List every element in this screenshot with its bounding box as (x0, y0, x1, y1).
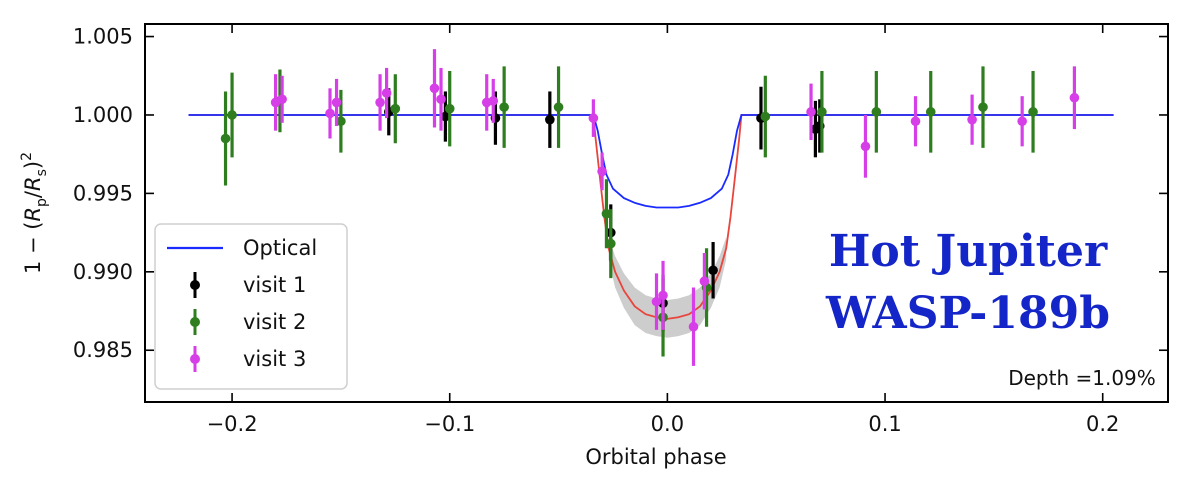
data-point (325, 108, 335, 119)
data-point (444, 103, 455, 114)
data-point (651, 296, 662, 307)
data-point (1017, 116, 1027, 127)
data-point (925, 107, 936, 117)
data-point (381, 88, 392, 98)
optical-model-line (188, 114, 1114, 209)
data-point (390, 103, 401, 114)
data-point (967, 114, 977, 125)
model-uncertainty-band (608, 237, 727, 338)
data-point (436, 94, 446, 105)
data-point (499, 102, 509, 112)
y-tick-label: 0.985 (73, 338, 133, 362)
x-tick-label: −0.2 (207, 412, 258, 436)
data-point (429, 83, 440, 94)
data-point (331, 97, 342, 108)
legend-marker-swatch (190, 354, 200, 364)
plot-frame (144, 23, 1169, 403)
legend-marker-swatch (190, 317, 200, 327)
planet-name-label: WASP-189b (825, 288, 1110, 339)
data-point (760, 111, 771, 122)
transit-depth-label: Depth =1.09% (1008, 366, 1156, 390)
data-point (817, 107, 827, 117)
data-point (658, 290, 668, 301)
legend-label: visit 2 (243, 310, 306, 334)
data-point (910, 116, 921, 127)
data-point (545, 114, 555, 125)
data-point (227, 110, 237, 120)
x-axis-label: Orbital phase (585, 445, 726, 469)
legend-entry: visit 3 (190, 346, 306, 372)
y-tick-label: 1.000 (73, 103, 133, 127)
legend-entry: visit 2 (190, 309, 306, 335)
data-point (605, 238, 616, 249)
data-point (871, 107, 882, 117)
data-point (978, 102, 988, 112)
data-point (601, 208, 612, 219)
legend: Optical visit 1 visit 2 visit 3 (154, 223, 348, 390)
data-point (699, 276, 710, 287)
x-tick-label: 0.0 (651, 412, 684, 436)
legend-box (154, 223, 348, 390)
y-tick-label: 0.995 (73, 181, 133, 205)
data-point (806, 107, 816, 117)
plot-area (188, 49, 1114, 366)
data-point (708, 265, 718, 276)
x-tick-label: 0.2 (1086, 412, 1119, 436)
data-point (1069, 92, 1080, 103)
legend-marker-swatch (190, 280, 200, 290)
data-point (553, 102, 564, 112)
y-tick-label: 0.990 (73, 260, 133, 284)
planet-type-label: Hot Jupiter (829, 226, 1108, 277)
series-visit-3 (270, 49, 1080, 366)
data-point (1028, 107, 1038, 117)
y-tick-label: 1.005 (73, 25, 133, 49)
legend-entry: visit 1 (190, 272, 306, 298)
legend-entry: Optical (167, 236, 317, 260)
data-point (220, 133, 231, 144)
data-point (688, 321, 699, 332)
x-tick-label: −0.1 (424, 412, 475, 436)
data-point (277, 94, 287, 105)
legend-label: Optical (243, 236, 317, 260)
legend-label: visit 3 (243, 347, 306, 371)
axes: −0.2 −0.1 0.0 0.1 0.2 1.005 1.000 0.995 0.990 0.9… (73, 23, 1169, 436)
data-point (597, 166, 607, 177)
legend-label: visit 1 (243, 273, 306, 297)
data-point (488, 96, 499, 106)
data-point (375, 97, 385, 108)
data-point (588, 113, 599, 123)
x-tick-label: 0.1 (868, 412, 901, 436)
data-point (336, 116, 346, 127)
data-point (440, 111, 451, 122)
data-point (860, 141, 871, 152)
y-axis-label: 1 − (Rp/Rs)2 (19, 152, 50, 274)
